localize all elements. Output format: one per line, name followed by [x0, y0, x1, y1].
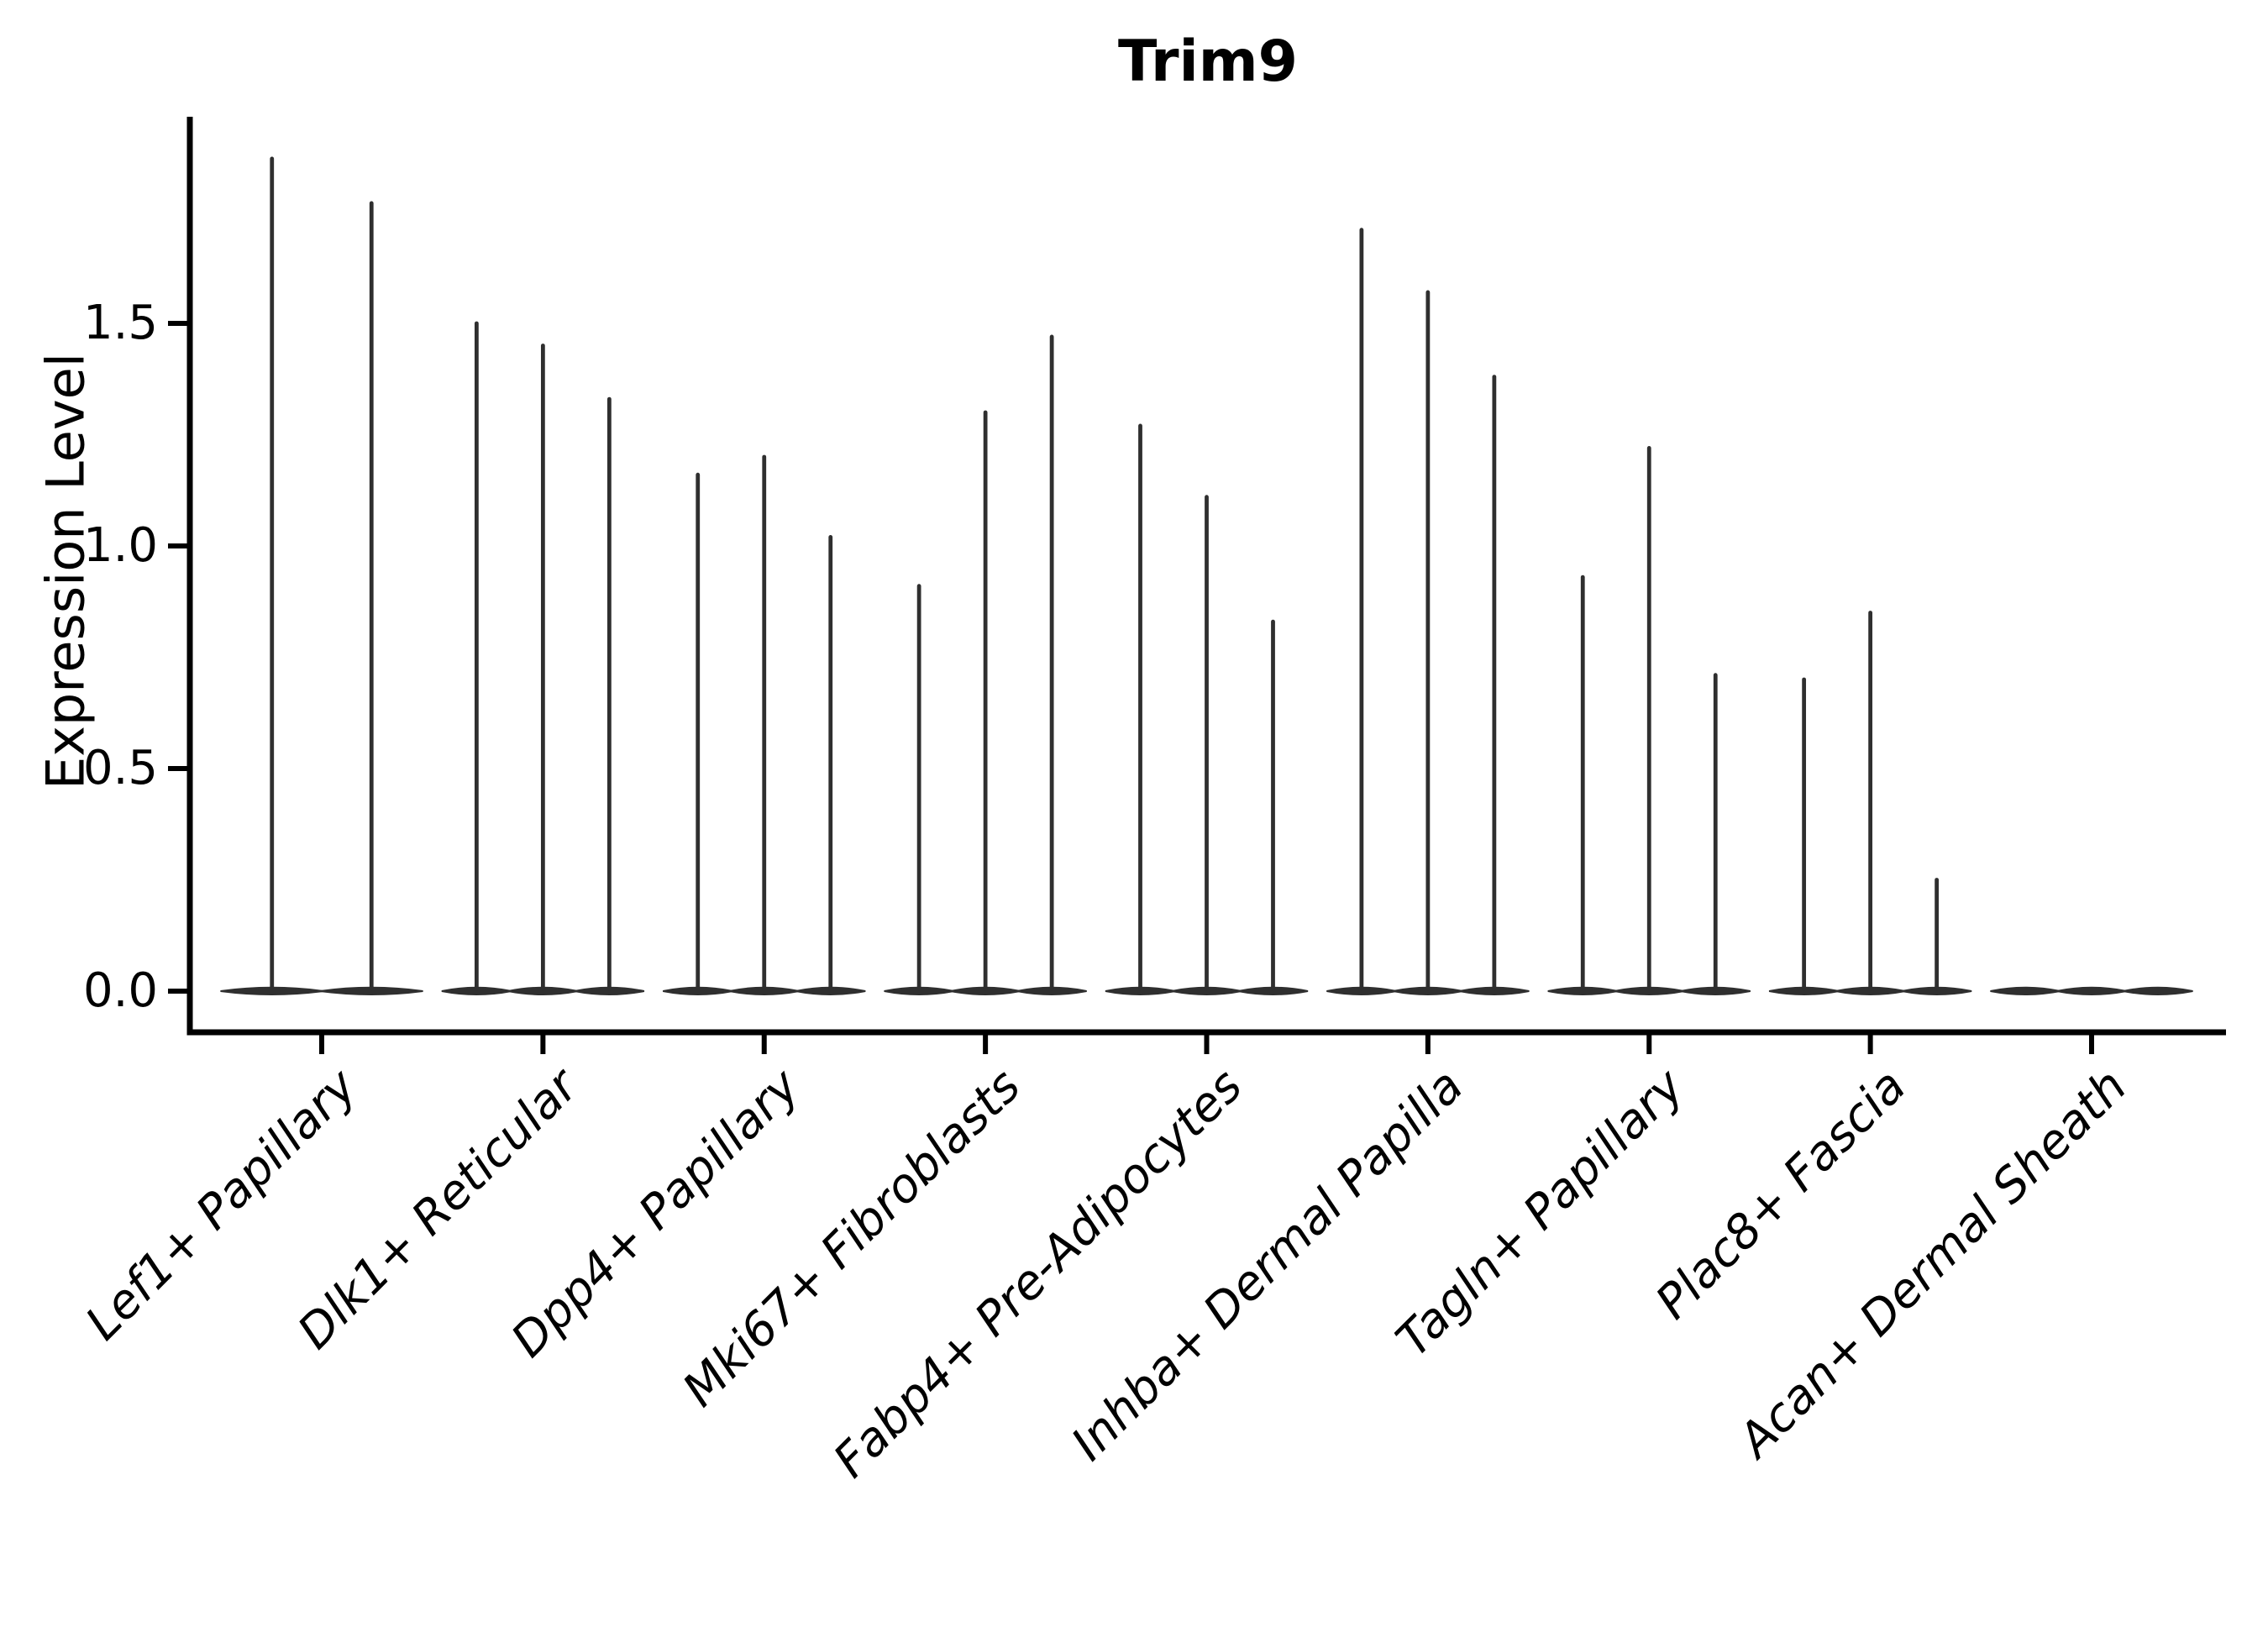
violin-base — [2123, 986, 2193, 995]
y-tick-label-0.0: 0.0 — [82, 963, 158, 1018]
y-tick-label-1.5: 1.5 — [82, 296, 158, 350]
violin-base — [319, 986, 423, 995]
violin-base — [1016, 986, 1087, 995]
violin-base — [2056, 986, 2127, 995]
violin-base — [795, 986, 866, 995]
violin-base — [574, 986, 645, 995]
violin-plot-figure: Trim9 Expression Level 1.5 1.0 0.5 0.0 L… — [35, 29, 2226, 1488]
plot-canvas — [168, 117, 2226, 1054]
violin-base — [1237, 986, 1309, 995]
violin-base — [1990, 986, 2061, 995]
y-tick-label-0.5: 0.5 — [82, 741, 158, 795]
violin-base — [1680, 986, 1751, 995]
violin-base — [1901, 986, 1972, 995]
y-tick-label-1.0: 1.0 — [82, 518, 158, 573]
chart-title: Trim9 — [1118, 29, 1298, 95]
violin-base — [1459, 986, 1530, 995]
